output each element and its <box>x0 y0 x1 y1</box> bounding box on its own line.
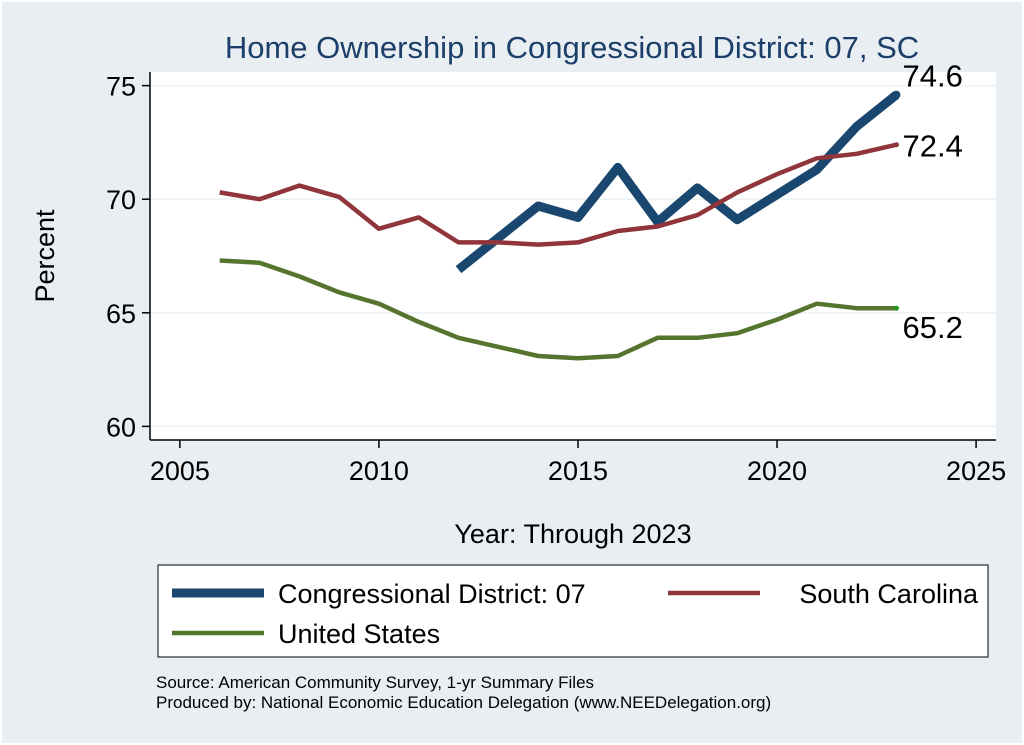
end-label-3: 65.2 <box>902 310 962 345</box>
series-lines <box>219 90 901 361</box>
x-axis-title: Year: Through 2023 <box>454 519 691 549</box>
grid-lines <box>150 84 996 428</box>
end-label-1: 74.6 <box>902 59 962 94</box>
y-tick-label: 70 <box>106 185 136 215</box>
chart-title: Home Ownership in Congressional District… <box>225 30 919 65</box>
series-line-2 <box>219 142 898 247</box>
x-tick-label: 2005 <box>150 456 210 486</box>
series-line-1 <box>455 91 900 274</box>
x-axis-ticks: 2005 2010 2015 2020 2025 <box>150 440 1006 486</box>
end-label-2: 72.4 <box>902 129 962 164</box>
y-axis-ticks: 60 65 70 75 <box>106 72 150 442</box>
series-end-point-2 <box>893 142 899 148</box>
series-line-3 <box>219 258 897 361</box>
y-tick-label: 60 <box>106 412 136 442</box>
legend-label-2: South Carolina <box>799 579 979 609</box>
legend-label-3: United States <box>278 619 440 649</box>
source-note: Source: American Community Survey, 1-yr … <box>156 673 594 692</box>
y-tick-label: 75 <box>106 72 136 102</box>
plot-area <box>150 72 996 440</box>
x-tick-label: 2015 <box>548 456 608 486</box>
legend-label-1: Congressional District: 07 <box>278 579 586 609</box>
series-end-point-1 <box>892 90 901 99</box>
end-labels: 74.6 72.4 65.2 <box>902 59 962 346</box>
legend-box <box>157 564 989 658</box>
x-tick-label: 2010 <box>349 456 409 486</box>
x-tick-label: 2020 <box>747 456 807 486</box>
producer-note: Produced by: National Economic Education… <box>156 693 771 712</box>
y-axis-title: Percent <box>30 209 60 303</box>
legend: Congressional District: 07 South Carolina… <box>172 579 979 649</box>
x-tick-label: 2025 <box>946 456 1006 486</box>
series-end-point-3 <box>893 305 899 311</box>
y-tick-label: 65 <box>106 299 136 329</box>
